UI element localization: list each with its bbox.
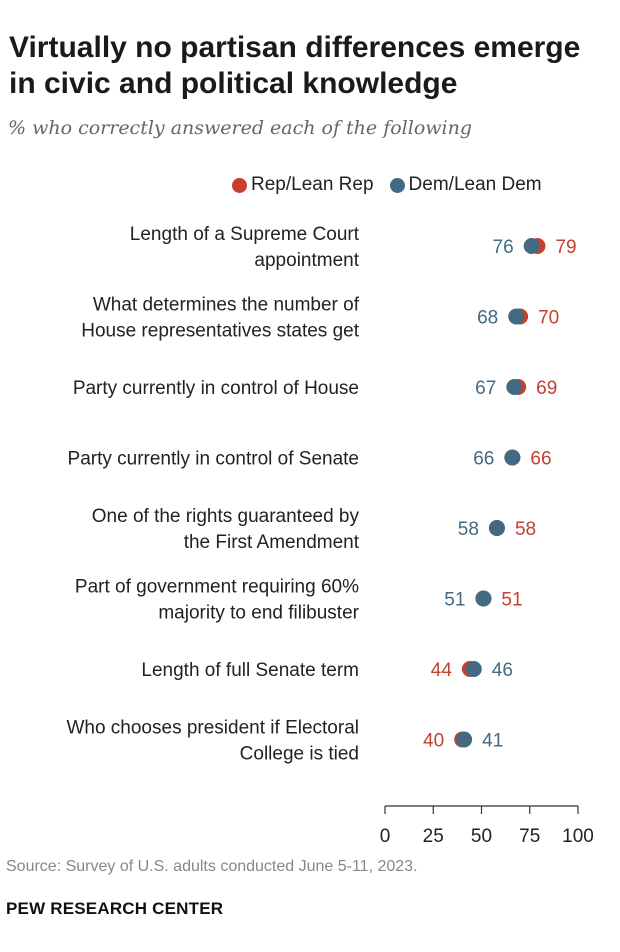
rep-value-label: 44 xyxy=(431,660,453,681)
dem-value-label: 46 xyxy=(492,660,513,681)
category-label-line: Party currently in control of House xyxy=(73,378,359,399)
category-label: One of the rights guaranteed by the First… xyxy=(92,506,360,553)
category-label-line: Part of government requiring 60% xyxy=(75,577,359,598)
dem-dot xyxy=(465,661,482,677)
dem-value-label: 67 xyxy=(475,378,496,399)
category-label: Length of full Senate term xyxy=(141,660,359,681)
category-label: Part of government requiring 60% majority… xyxy=(75,577,360,624)
category-label: Who chooses president if Electoral Colleg… xyxy=(66,718,359,765)
category-label-line: Who chooses president if Electoral xyxy=(66,718,359,739)
x-tick-label: 100 xyxy=(562,826,594,847)
category-label-line: the First Amendment xyxy=(184,532,360,553)
dem-value-label: 51 xyxy=(444,590,465,611)
dem-value-label: 68 xyxy=(477,308,498,329)
category-label: Length of a Supreme Court appointment xyxy=(130,224,360,271)
legend-dem-marker xyxy=(389,177,405,193)
x-tick-label: 0 xyxy=(380,826,391,847)
x-tick-label: 50 xyxy=(471,826,492,847)
category-label-line: House representatives states get xyxy=(81,321,359,342)
rep-value-label: 79 xyxy=(555,237,576,258)
category-label-line: appointment xyxy=(254,250,359,271)
brand-logo-text: PEW RESEARCH CENTER xyxy=(6,899,224,918)
legend-rep-label: Rep/Lean Rep xyxy=(251,174,374,195)
dem-dot xyxy=(508,308,525,325)
dem-dot xyxy=(475,590,492,607)
legend-dem-label: Dem/Lean Dem xyxy=(408,174,542,195)
source-note: Source: Survey of U.S. adults conducted … xyxy=(6,858,418,875)
dem-value-label: 41 xyxy=(482,731,503,752)
legend-item-rep: Rep/Lean Rep xyxy=(232,174,374,196)
category-label-line: Length of a Supreme Court xyxy=(130,224,360,245)
x-tick-label: 25 xyxy=(423,826,444,847)
x-tick-label: 75 xyxy=(519,826,540,847)
dem-value-label: 76 xyxy=(493,237,514,258)
dem-dot xyxy=(523,238,540,254)
category-label-line: What determines the number of xyxy=(93,295,360,316)
chart-subtitle: % who correctly answered each of the fol… xyxy=(8,117,472,139)
dem-dot xyxy=(456,731,473,748)
legend-item-dem: Dem/Lean Dem xyxy=(389,174,542,196)
dot-chart: Length of a Supreme Court appointment 79 76… xyxy=(66,224,594,847)
category-label: Party currently in control of House xyxy=(73,378,359,399)
category-label-line: Length of full Senate term xyxy=(141,660,359,681)
chart-title: Virtually no partisan differences emerge… xyxy=(9,31,581,100)
category-label-line: One of the rights guaranteed by xyxy=(92,506,360,527)
dem-value-label: 66 xyxy=(473,449,494,470)
legend: Rep/Lean Rep Dem/Lean Dem xyxy=(232,172,558,198)
category-label-line: Party currently in control of Senate xyxy=(68,449,359,470)
dem-dot xyxy=(488,520,505,536)
rep-value-label: 69 xyxy=(536,378,557,399)
category-label-line: majority to end filibuster xyxy=(158,603,359,624)
category-label-line: College is tied xyxy=(240,744,359,765)
dem-dot xyxy=(506,379,523,395)
category-label: What determines the number of House repre… xyxy=(81,295,359,342)
rep-value-label: 66 xyxy=(530,449,551,470)
dem-value-label: 58 xyxy=(458,519,479,540)
rep-value-label: 51 xyxy=(501,590,522,611)
category-label: Party currently in control of Senate xyxy=(68,449,359,470)
rep-value-label: 58 xyxy=(515,519,536,540)
dem-dot xyxy=(504,449,521,466)
rep-value-label: 40 xyxy=(423,731,444,752)
rep-value-label: 70 xyxy=(538,308,559,329)
legend-rep-marker xyxy=(232,177,247,193)
